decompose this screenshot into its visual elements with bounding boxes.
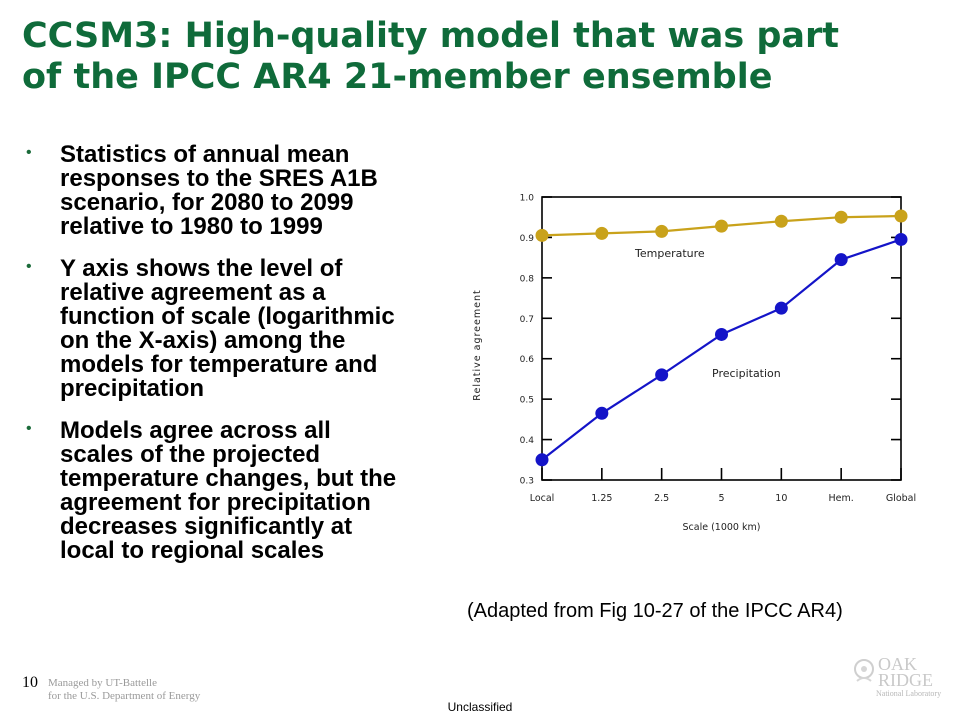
bullet-text-line: Models agree across all: [60, 417, 331, 444]
bullet-text-line: agreement for precipitation: [60, 489, 371, 516]
x-axis-title: Scale (1000 km): [683, 522, 761, 533]
x-tick-label: Global: [886, 493, 916, 504]
slide-title-line: of the IPCC AR4 21-member ensemble: [22, 57, 773, 97]
bullet-text-line: models for temperature and: [60, 351, 378, 378]
data-point: [655, 224, 669, 238]
oak-ridge-logo-icon: [854, 659, 874, 682]
bullet-text-line: on the X-axis) among the: [60, 327, 346, 354]
figure-caption: (Adapted from Fig 10-27 of the IPCC AR4): [467, 600, 843, 622]
bullet-text-line: precipitation: [60, 375, 205, 402]
bullet-item: • Y axis shows the level of relative agr…: [22, 257, 472, 401]
bullet-text-line: Statistics of annual mean: [60, 141, 350, 168]
bullet-text-line: Y axis shows the level of: [60, 255, 343, 282]
x-tick-label: 2.5: [654, 493, 669, 504]
data-point: [535, 453, 549, 467]
bullet-text-line: scales of the projected: [60, 441, 321, 468]
y-tick-label: 0.5: [520, 396, 534, 406]
x-tick-label: Hem.: [829, 493, 854, 504]
data-point: [595, 406, 609, 420]
bullet-dot-icon: •: [26, 258, 32, 275]
y-tick-label: 1.0: [520, 194, 535, 204]
classification-label: Unclassified: [447, 700, 513, 714]
managed-by-note: Managed by UT-Battelle for the U.S. Depa…: [48, 677, 200, 703]
slide-title-line: CCSM3: High-quality model that was part: [22, 16, 839, 56]
y-tick-label: 0.9: [520, 234, 535, 244]
series-label: Temperature: [634, 247, 705, 260]
logo-line: RIDGE: [878, 670, 933, 690]
bullet-list: • Statistics of annual mean responses to…: [22, 143, 472, 581]
logo-line: OAK: [878, 654, 917, 674]
bullet-text-line: relative to 1980 to 1999: [60, 213, 323, 240]
y-tick-label: 0.8: [520, 274, 535, 284]
x-tick-label: 1.25: [591, 493, 612, 504]
x-tick-label: 5: [718, 493, 724, 504]
data-point: [894, 232, 908, 246]
bullet-dot-icon: •: [26, 144, 32, 161]
data-point: [535, 228, 549, 242]
slide-title: CCSM3: High-quality model that was part …: [22, 16, 942, 98]
bullet-item: • Models agree across all scales of the …: [22, 419, 472, 563]
data-point: [595, 226, 609, 240]
bullet-text-line: relative agreement as a: [60, 279, 326, 306]
bullet-text-line: scenario, for 2080 to 2099: [60, 189, 354, 216]
y-tick-label: 0.7: [520, 315, 534, 325]
slide-number: 10: [22, 674, 38, 691]
bullet-text-line: responses to the SRES A1B: [60, 165, 378, 192]
bullet-text-line: local to regional scales: [60, 537, 325, 564]
data-point: [774, 301, 788, 315]
bullet-dot-icon: •: [26, 420, 32, 437]
managed-by-line: for the U.S. Department of Energy: [48, 690, 201, 702]
bullet-text-line: decreases significantly at: [60, 513, 353, 540]
bullet-text-line: temperature changes, but the: [60, 465, 397, 492]
data-point: [894, 209, 908, 223]
series-label: Precipitation: [712, 367, 781, 380]
y-tick-label: 0.6: [520, 355, 535, 365]
data-point: [715, 327, 728, 341]
logo-wordmark: OAK RIDGE: [878, 654, 933, 690]
x-tick-label: Local: [530, 493, 555, 504]
logo-subtitle: National Laboratory: [876, 689, 942, 698]
y-axis-title: Relative agreement: [472, 289, 483, 400]
y-tick-label: 0.3: [520, 477, 534, 487]
series-line: [541, 238, 902, 461]
bullet-item: • Statistics of annual mean responses to…: [22, 143, 472, 239]
bullet-text-line: function of scale (logarithmic: [60, 303, 395, 330]
y-tick-label: 0.4: [520, 436, 535, 446]
x-tick-label: 10: [775, 493, 787, 504]
data-point: [655, 368, 669, 382]
data-point: [834, 210, 848, 224]
data-point: [774, 214, 788, 228]
agreement-chart: 1.0 0.9 0.8 0.7 0.6 0.5 0.4 0.3 Local 1.25 2.5 5 10 H…: [472, 194, 916, 534]
data-point: [715, 219, 728, 233]
data-point: [834, 253, 848, 267]
managed-by-line: Managed by UT-Battelle: [48, 677, 157, 689]
